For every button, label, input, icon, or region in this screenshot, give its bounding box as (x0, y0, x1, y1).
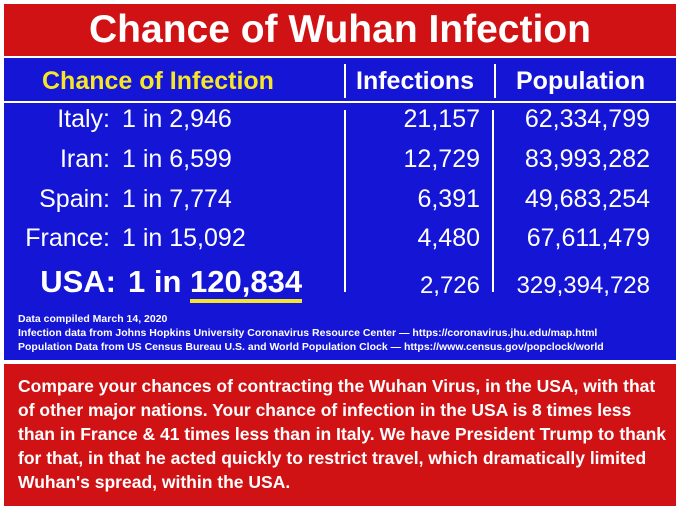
source-notes: Data compiled March 14, 2020 Infection d… (18, 312, 604, 354)
column-divider (494, 64, 496, 98)
column-divider (344, 110, 346, 292)
commentary-text: Compare your chances of contracting the … (18, 376, 666, 492)
note-line: Data compiled March 14, 2020 (18, 313, 168, 325)
header-divider (4, 101, 676, 103)
population-value: 62,334,799 (524, 105, 650, 133)
note-line: Population Data from US Census Bureau U.… (18, 341, 604, 353)
commentary-panel: Compare your chances of contracting the … (4, 364, 676, 506)
chance-value: 1 in 6,599 (122, 145, 232, 173)
population-value: 67,611,479 (526, 224, 650, 252)
chance-value: 1 in 2,946 (122, 105, 232, 133)
population-value: 49,683,254 (524, 185, 650, 213)
chance-value: 1 in 15,092 (122, 224, 246, 252)
table-row-italy: Italy: 1 in 2,946 21,157 62,334,799 (4, 102, 676, 136)
country-name: Iran: (59, 145, 110, 173)
column-divider (492, 110, 494, 292)
country-name: Italy: (57, 105, 110, 133)
chance-value: 1 in 7,774 (122, 185, 232, 213)
page-title: Chance of Wuhan Infection (4, 4, 676, 56)
chance-value: 1 in 120,834 (128, 260, 303, 304)
country-name: France: (25, 224, 110, 252)
header-population: Population (516, 67, 646, 95)
infections-value: 6,391 (417, 185, 480, 213)
header-chance-of-infection: Chance of Infection (42, 67, 274, 95)
population-value: 83,993,282 (524, 145, 650, 173)
infections-value: 21,157 (403, 105, 480, 133)
header-infections: Infections (356, 67, 475, 95)
country-name: Spain: (39, 185, 110, 213)
column-divider (344, 64, 346, 98)
infections-value: 2,726 (419, 272, 480, 299)
infections-value: 4,480 (417, 224, 480, 252)
infection-table: Chance of Infection Infections Populatio… (4, 58, 676, 360)
table-row-spain: Spain: 1 in 7,774 6,391 49,683,254 (4, 182, 676, 216)
infections-value: 12,729 (403, 145, 480, 173)
table-row-france: France: 1 in 15,092 4,480 67,611,479 (4, 221, 676, 255)
table-row-usa: USA: 1 in 120,834 2,726 329,394,728 (4, 260, 676, 304)
chance-prefix: 1 in (128, 264, 182, 299)
chance-number-highlight: 120,834 (190, 265, 303, 303)
table-row-iran: Iran: 1 in 6,599 12,729 83,993,282 (4, 142, 676, 176)
country-name: USA: (40, 264, 116, 299)
note-line: Infection data from Johns Hopkins Univer… (18, 327, 598, 339)
population-value: 329,394,728 (516, 272, 650, 299)
